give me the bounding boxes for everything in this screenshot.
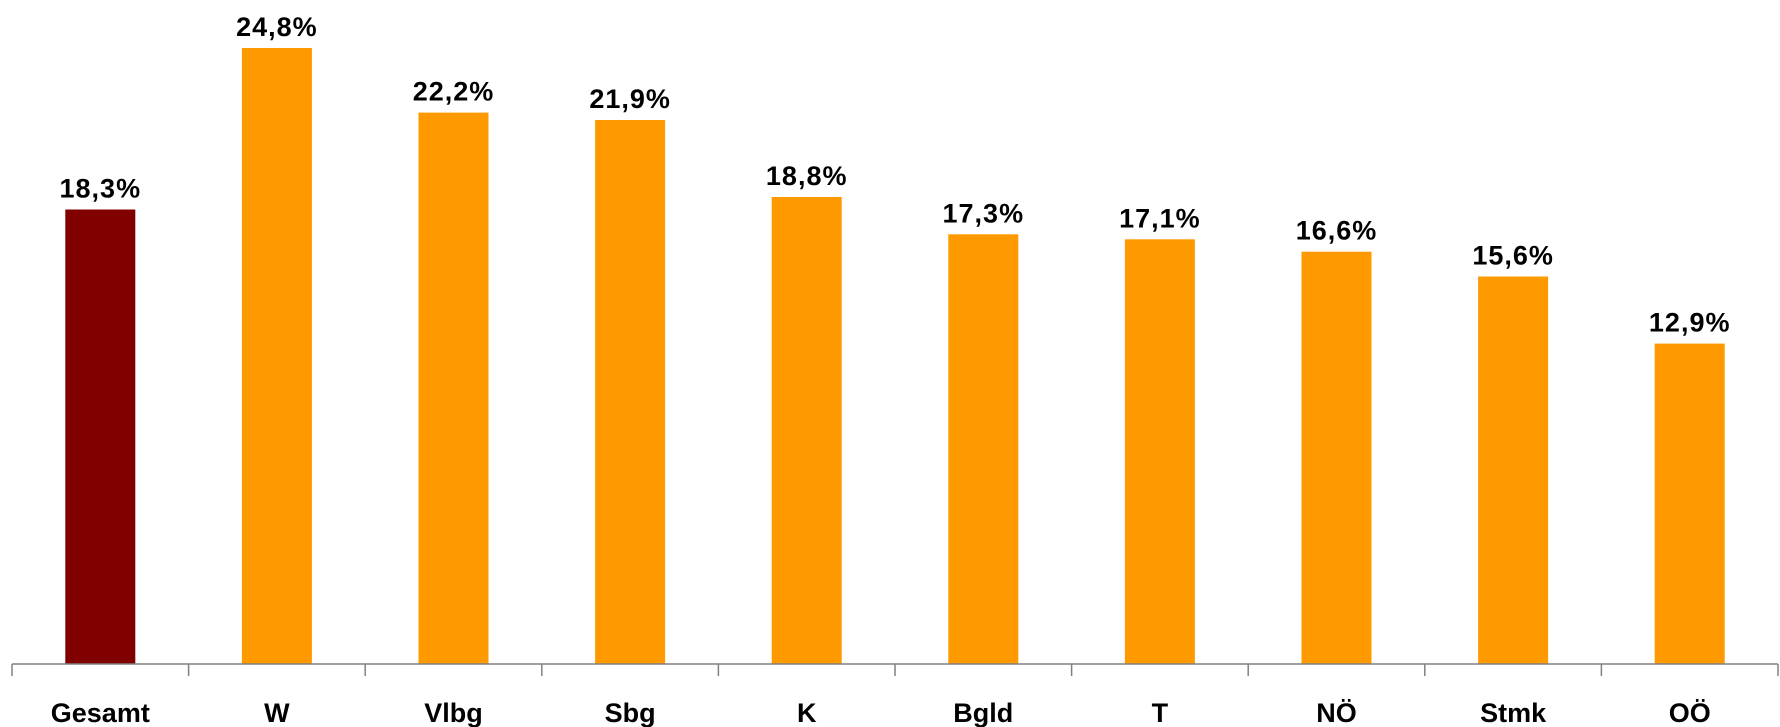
value-label-w: 24,8% (236, 12, 318, 42)
bar-n- (1301, 251, 1372, 664)
bar-k (771, 197, 842, 664)
x-axis (11, 663, 1779, 676)
category-label-stmk: Stmk (1480, 698, 1547, 727)
value-label-stmk: 15,6% (1472, 241, 1554, 271)
bars-group (65, 48, 1725, 665)
category-label-n-: NÖ (1316, 698, 1357, 727)
value-label-k: 18,8% (766, 161, 848, 191)
bar-sbg (595, 120, 666, 664)
bar-t (1124, 239, 1195, 665)
value-label-bgld: 17,3% (943, 198, 1025, 228)
category-label-vlbg: Vlbg (424, 698, 483, 727)
bar-vlbg (418, 112, 489, 665)
bar-stmk (1478, 276, 1549, 664)
category-label-bgld: Bgld (953, 698, 1013, 727)
value-label-vlbg: 22,2% (413, 77, 495, 107)
category-label-t: T (1152, 698, 1169, 727)
category-labels-group: Gesamt W Vlbg Sbg K Bgld T NÖ Stmk OÖ (51, 698, 1711, 727)
bar-o- (1654, 343, 1725, 664)
bar-gesamt (65, 209, 136, 664)
value-label-o-: 12,9% (1649, 308, 1731, 338)
category-label-sbg: Sbg (605, 698, 656, 727)
category-label-w: W (264, 698, 290, 727)
value-label-gesamt: 18,3% (60, 174, 142, 204)
category-label-o-: OÖ (1669, 698, 1711, 727)
bar-w (241, 48, 312, 664)
value-label-sbg: 21,9% (589, 84, 671, 114)
value-label-t: 17,1% (1119, 203, 1201, 233)
bar-bgld (948, 234, 1019, 665)
value-labels-group: 18,3% 24,8% 22,2% 21,9% 18,8% 17,3% 17,1% 16,6%… (60, 12, 1731, 338)
category-label-k: K (797, 698, 817, 727)
value-label-n-: 16,6% (1296, 216, 1378, 246)
category-label-gesamt: Gesamt (51, 698, 150, 727)
